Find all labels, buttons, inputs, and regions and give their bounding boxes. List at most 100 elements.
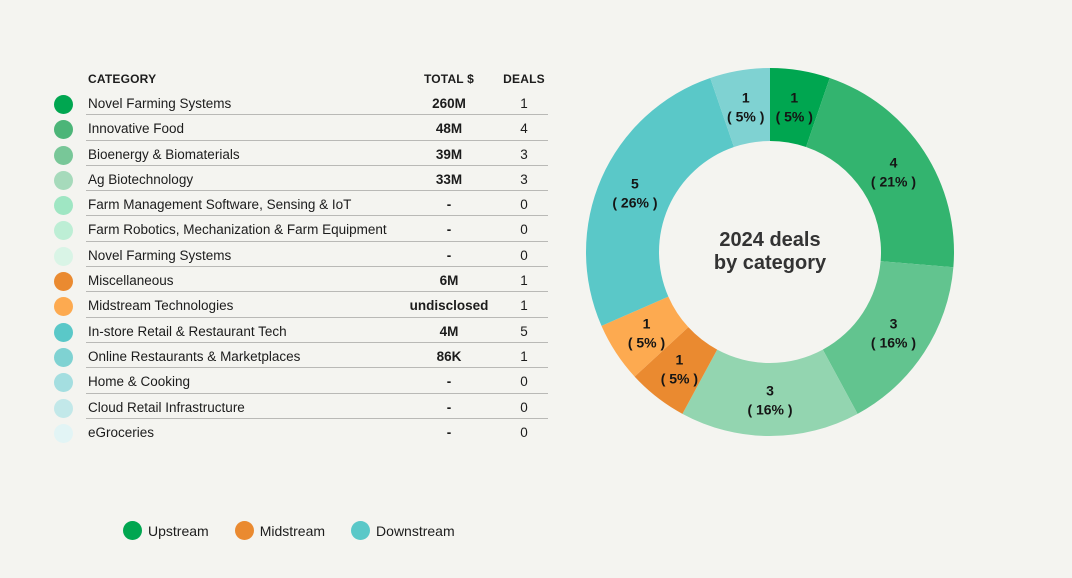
deal-count: 0 bbox=[520, 399, 528, 415]
row-divider bbox=[86, 291, 548, 293]
table-row: Midstream Technologies undisclosed 1 bbox=[52, 292, 552, 318]
category-table: CATEGORY TOTAL $ DEALS Novel Farming Sys… bbox=[52, 68, 552, 444]
table-body: Novel Farming Systems 260M 1 Innovative Foo… bbox=[52, 90, 552, 444]
slice-value-label: 1 bbox=[790, 90, 798, 106]
row-divider bbox=[86, 341, 548, 343]
header-total: TOTAL $ bbox=[423, 72, 475, 86]
category-name: Farm Robotics, Mechanization & Farm Equi… bbox=[88, 222, 387, 238]
category-color-dot bbox=[54, 347, 73, 367]
deal-count: 0 bbox=[520, 222, 528, 238]
category-color-dot bbox=[54, 322, 73, 342]
legend-label-downstream: Downstream bbox=[376, 522, 455, 539]
category-color-dot bbox=[54, 373, 73, 393]
deal-count: 0 bbox=[520, 197, 528, 213]
row-divider bbox=[86, 164, 548, 166]
row-divider bbox=[86, 190, 548, 192]
slice-percent-label: ( 5% ) bbox=[661, 370, 698, 386]
legend-label-midstream: Midstream bbox=[259, 522, 326, 539]
slice-percent-label: ( 16% ) bbox=[747, 402, 792, 418]
table-row: Home & Cooking - 0 bbox=[52, 368, 552, 394]
slice-percent-label: ( 26% ) bbox=[612, 195, 657, 211]
category-color-dot bbox=[54, 221, 73, 241]
row-divider bbox=[86, 114, 548, 116]
slice-value-label: 5 bbox=[631, 176, 639, 192]
donut-slice bbox=[710, 68, 770, 148]
table-row: Novel Farming Systems - 0 bbox=[52, 242, 552, 268]
slice-percent-label: ( 21% ) bbox=[871, 173, 916, 189]
total-amount: 260M bbox=[432, 96, 466, 111]
slice-percent-label: ( 5% ) bbox=[727, 109, 764, 125]
total-amount: - bbox=[446, 247, 452, 263]
donut-slice bbox=[682, 349, 858, 437]
total-amount: 48M bbox=[435, 121, 463, 137]
table-row: Bioenergy & Biomaterials 39M 3 bbox=[52, 141, 552, 166]
slice-value-label: 3 bbox=[766, 383, 774, 399]
slice-percent-label: ( 16% ) bbox=[871, 335, 916, 351]
slice-value-label: 3 bbox=[890, 316, 898, 332]
table-header: CATEGORY TOTAL $ DEALS bbox=[52, 68, 552, 90]
category-color-dot bbox=[54, 272, 73, 292]
category-name: Miscellaneous bbox=[88, 273, 174, 289]
table-row: Farm Robotics, Mechanization & Farm Equi… bbox=[52, 216, 552, 242]
total-amount: - bbox=[446, 424, 452, 440]
table-row: Ag Biotechnology 33M 3 bbox=[52, 166, 552, 192]
deal-count: 3 bbox=[520, 171, 528, 187]
category-color-dot bbox=[54, 170, 73, 190]
legend-swatch-midstream bbox=[234, 521, 254, 540]
category-name: Ag Biotechnology bbox=[88, 171, 194, 187]
donut-labels: 1 ( 5% ) 4 ( 21% ) 3 ( 16% ) 3 ( 16% ) 1 ( 5% ) 1 (… bbox=[612, 90, 916, 418]
table-row: Innovative Food 48M 4 bbox=[52, 115, 552, 141]
category-name: Midstream Technologies bbox=[88, 298, 234, 314]
total-amount: - bbox=[446, 197, 452, 213]
category-name: Novel Farming Systems bbox=[88, 96, 232, 111]
row-divider bbox=[86, 215, 548, 217]
deal-count: 0 bbox=[520, 247, 528, 263]
chart-title-line-1: 2024 deals bbox=[719, 229, 820, 251]
category-color-dot bbox=[54, 145, 73, 165]
category-color-dot bbox=[54, 423, 73, 443]
table-row: Farm Management Software, Sensing & IoT -… bbox=[52, 191, 552, 217]
legend-label-upstream: Upstream bbox=[148, 522, 209, 539]
donut-slice bbox=[601, 296, 689, 377]
category-name: In-store Retail & Restaurant Tech bbox=[88, 323, 287, 339]
row-divider bbox=[86, 392, 548, 394]
total-amount: 39M bbox=[435, 146, 463, 162]
category-name: Home & Cooking bbox=[88, 374, 191, 390]
slice-percent-label: ( 5% ) bbox=[628, 335, 665, 351]
donut-slice bbox=[806, 77, 954, 268]
total-amount: - bbox=[446, 222, 452, 238]
row-divider bbox=[86, 367, 548, 369]
donut-slice bbox=[586, 77, 734, 326]
chart-title-line-2: by category bbox=[714, 252, 827, 274]
category-name: Cloud Retail Infrastructure bbox=[88, 399, 245, 415]
deal-count: 1 bbox=[520, 348, 528, 364]
deal-count: 1 bbox=[520, 273, 528, 289]
row-divider bbox=[86, 316, 548, 318]
chart-legend: Upstream Midstream Downstream bbox=[123, 521, 481, 540]
slice-value-label: 1 bbox=[676, 351, 684, 367]
table-row: Novel Farming Systems 260M 1 bbox=[52, 90, 552, 116]
category-color-dot bbox=[54, 95, 73, 114]
category-color-dot bbox=[54, 398, 73, 418]
table-row: Cloud Retail Infrastructure - 0 bbox=[52, 394, 552, 419]
total-amount: 86K bbox=[436, 348, 462, 364]
legend-item-upstream: Upstream bbox=[123, 521, 209, 540]
table-row: eGroceries - 0 bbox=[52, 419, 552, 444]
category-name: Innovative Food bbox=[88, 121, 185, 137]
category-name: Farm Management Software, Sensing & IoT bbox=[88, 197, 352, 213]
header-deals: DEALS bbox=[503, 72, 545, 86]
donut-slices bbox=[586, 68, 954, 437]
donut-slice bbox=[634, 327, 718, 414]
total-amount: 4M bbox=[439, 323, 459, 339]
deal-count: 4 bbox=[520, 121, 528, 137]
slice-value-label: 1 bbox=[643, 316, 651, 332]
category-name: eGroceries bbox=[88, 424, 155, 440]
header-category: CATEGORY bbox=[88, 72, 157, 86]
total-amount: - bbox=[446, 399, 452, 415]
slice-percent-label: ( 5% ) bbox=[776, 109, 813, 125]
deal-count: 0 bbox=[520, 424, 528, 440]
row-divider bbox=[86, 417, 548, 419]
deal-count: 3 bbox=[520, 146, 528, 162]
total-amount: - bbox=[446, 374, 452, 390]
category-color-dot bbox=[54, 297, 73, 317]
